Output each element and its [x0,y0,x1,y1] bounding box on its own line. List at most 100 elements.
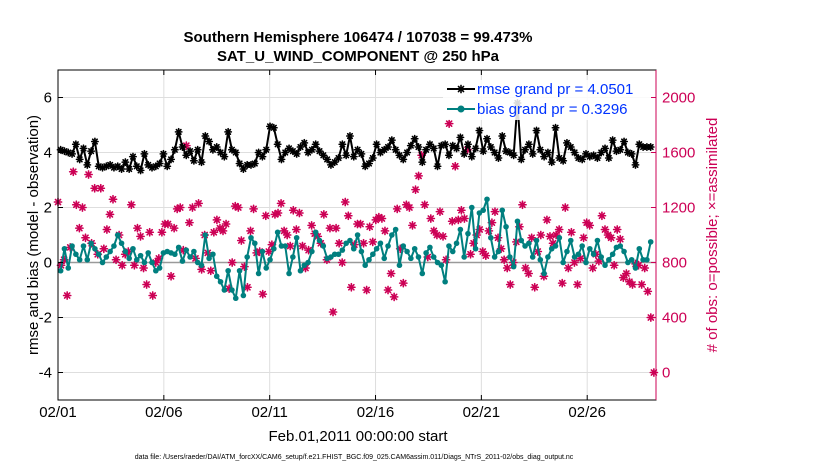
bias-point [499,207,506,214]
rmse-point [269,123,278,132]
rmse-point [433,162,442,171]
bias-point [290,254,296,260]
bias-point [385,243,391,249]
bias-point [183,247,190,253]
bias-point [529,254,536,260]
count-point [346,282,356,292]
count-point [554,225,564,234]
rmse-point [452,144,461,153]
count-point [530,282,540,292]
rmse-point [357,149,366,158]
count-point [340,197,350,207]
rmse-point [536,145,545,154]
rmse-point [170,145,179,154]
bias-point [567,237,574,244]
count-point [377,214,387,223]
x-tick-label: 02/06 [145,404,183,421]
right-axis-ticks: 0 400 800 1200 1600 2000 [651,90,695,382]
count-point [175,203,185,212]
count-point [362,285,372,295]
count-point [78,203,87,212]
rmse-point [159,149,168,158]
bias-point [586,245,593,252]
rmse-point [551,123,560,132]
rmse-point [75,155,84,164]
bias-point [198,262,205,269]
rmse-point [444,151,453,160]
count-point [502,263,512,273]
count-point [518,200,527,210]
count-point [81,233,90,243]
bias-point [514,218,521,225]
bias-point [347,237,353,244]
rmse-point [197,158,206,167]
rmse-point [422,145,431,154]
bias-point [255,270,262,277]
bias-point [636,245,643,252]
bias-point [449,248,456,255]
count-point [460,214,469,223]
bias-point [453,240,460,247]
count-point [542,215,552,225]
rmse-point [540,152,549,161]
count-point [145,227,155,237]
bias-point [175,244,182,251]
rmse-point [349,152,358,161]
bias-point [305,259,311,266]
bias-point [217,278,224,285]
rmse-point [479,147,488,156]
bias-point [111,243,117,249]
rmse-point [277,155,286,164]
rmse-point [140,149,149,158]
count-point [435,207,445,217]
rmse-point [460,149,469,158]
bias-point [537,256,544,263]
bias-point [446,243,452,249]
rmse-point [559,156,568,165]
bias-point [236,267,243,274]
rmse-point [601,144,610,153]
rmse-point [323,155,332,164]
rmse-point [315,147,324,156]
bias-point [202,232,209,238]
bias-point [430,254,437,260]
rmse-point [543,148,552,157]
count-point [536,230,546,240]
count-point [71,200,81,210]
rmse-point [87,147,96,156]
rmse-point [616,145,625,154]
bias-point [122,248,129,255]
bias-point [427,244,433,251]
bias-point [145,250,152,256]
count-point [438,231,448,241]
bias-point [370,251,376,258]
rmse-point [79,144,88,153]
bias-point [244,254,250,260]
bias-point [556,234,563,241]
count-point [243,282,252,292]
count-point [188,203,197,212]
bias-point [392,226,399,233]
rmse-point [387,136,396,145]
rmse-point [368,154,377,162]
x-tick-label: 02/11 [251,404,287,421]
rmse-point [163,162,172,171]
bias-point [103,254,110,260]
bias-point [644,256,650,263]
count-point [597,211,607,221]
count-point [331,223,341,233]
bias-point [320,243,327,249]
count-point [111,255,121,265]
bias-point [404,248,410,255]
count-point [337,258,347,267]
bias-point [602,262,608,269]
count-point [68,167,78,177]
bias-point [457,226,464,233]
bias-point [282,243,289,249]
y-tick-label: -2 [39,310,52,327]
bias-point [156,265,163,271]
count-point [466,249,475,259]
rmse-point [193,145,202,154]
rmse-point [250,159,259,168]
bias-point [377,240,384,247]
